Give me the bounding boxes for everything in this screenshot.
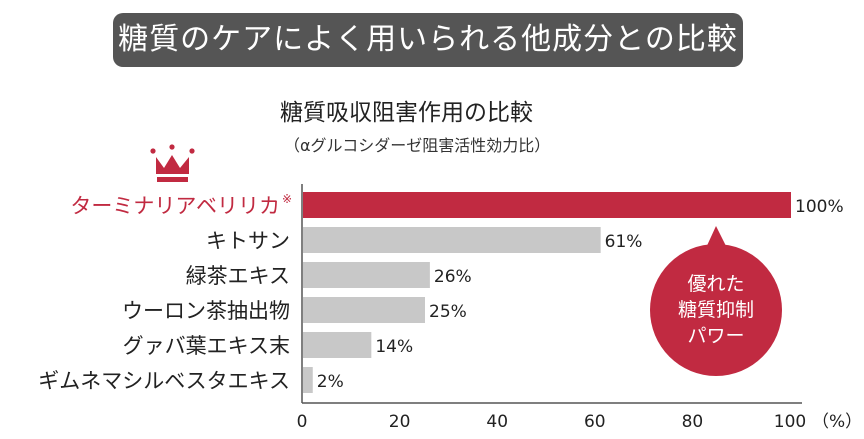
callout-bubble <box>650 244 782 376</box>
category-label: 緑茶エキス <box>186 264 290 288</box>
callout-text: 優れた <box>687 273 744 295</box>
value-label: 100% <box>795 197 844 217</box>
category-label: キトサン <box>206 229 290 253</box>
x-tick-label: 20 <box>389 412 411 432</box>
callout-text: パワー <box>687 325 744 347</box>
x-tick-label: 40 <box>486 412 508 432</box>
x-tick-label: 60 <box>584 412 606 432</box>
category-label: ウーロン茶抽出物 <box>122 299 290 323</box>
value-label: 61% <box>605 232 643 252</box>
bar-2 <box>303 262 430 288</box>
category-note: ※ <box>282 192 292 206</box>
crown-icon <box>150 144 195 182</box>
x-tick-label: 100 <box>774 412 806 432</box>
value-label: 26% <box>434 267 472 287</box>
bar-5 <box>303 367 313 393</box>
bar-1 <box>303 227 601 253</box>
x-tick-label: 80 <box>682 412 704 432</box>
value-label: 2% <box>317 372 344 392</box>
callout-pointer <box>705 226 728 250</box>
chart-subtitle: （αグルコシダーゼ阻害活性効力比） <box>284 136 551 155</box>
category-label: ギムネマシルベスタエキス <box>38 369 290 393</box>
x-unit-label: （%） <box>812 412 862 432</box>
bar-0 <box>303 192 791 218</box>
chart-title: 糖質吸収阻害作用の比較 <box>280 100 533 126</box>
value-label: 25% <box>429 302 467 322</box>
callout-text: 糖質抑制 <box>678 299 754 321</box>
x-tick-label: 0 <box>297 412 308 432</box>
category-label: グァバ葉エキス末 <box>123 334 290 358</box>
bar-3 <box>303 297 425 323</box>
banner-title: 糖質のケアによく用いられる他成分との比較 <box>113 13 743 67</box>
bar-4 <box>303 332 372 358</box>
category-label: ターミナリアベリリカ <box>70 194 280 218</box>
value-label: 14% <box>375 337 413 357</box>
